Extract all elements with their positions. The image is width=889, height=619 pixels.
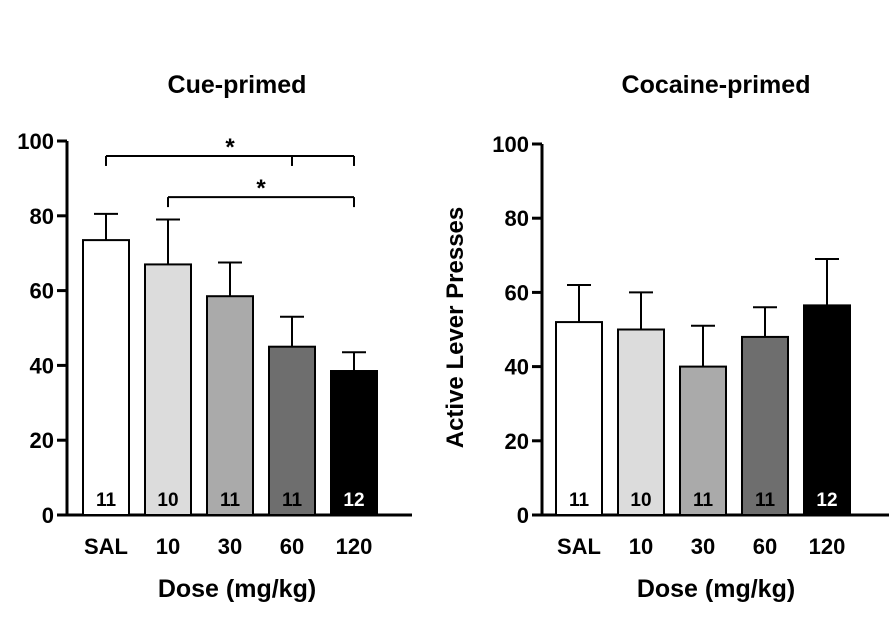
x-tick-label: 30 xyxy=(691,534,715,559)
bar xyxy=(268,345,316,517)
chart-title: Cocaine-primed xyxy=(622,71,811,99)
significance-star: * xyxy=(225,134,235,161)
bar-n-label: 11 xyxy=(569,490,590,511)
x-tick-label: 30 xyxy=(218,534,242,559)
x-tick-label: SAL xyxy=(557,534,601,559)
x-tick-label: 60 xyxy=(753,534,777,559)
x-axis-label: Dose (mg/kg) xyxy=(637,575,795,603)
bar-n-label: 11 xyxy=(220,490,241,511)
bar-n-label: 12 xyxy=(816,490,837,511)
y-tick-label: 100 xyxy=(17,129,54,154)
x-tick-label: 10 xyxy=(156,534,180,559)
bar xyxy=(82,239,130,517)
y-tick-label: 60 xyxy=(30,279,54,304)
bar-n-label: 11 xyxy=(693,490,714,511)
significance-star: * xyxy=(256,175,266,202)
bar-n-label: 11 xyxy=(282,490,303,511)
bar xyxy=(206,295,254,516)
bar xyxy=(679,365,727,516)
bar xyxy=(144,263,192,517)
bar xyxy=(555,321,603,516)
x-tick-label: 120 xyxy=(809,534,846,559)
bar xyxy=(330,370,378,517)
chart-title: Cue-primed xyxy=(168,71,307,99)
y-tick-label: 40 xyxy=(30,353,54,378)
y-tick-label: 40 xyxy=(505,355,529,380)
bar-n-label: 10 xyxy=(157,490,178,511)
bar xyxy=(803,304,851,517)
y-tick-label: 60 xyxy=(505,280,529,305)
y-tick-label: 100 xyxy=(492,132,529,157)
y-tick-label: 0 xyxy=(42,503,54,528)
y-tick-label: 80 xyxy=(30,204,54,229)
x-axis-label: Dose (mg/kg) xyxy=(158,575,316,603)
bar-n-label: 11 xyxy=(96,490,117,511)
bar xyxy=(617,328,665,516)
y-axis-label: Active Lever Presses xyxy=(442,207,469,449)
y-tick-label: 80 xyxy=(505,206,529,231)
y-tick-label: 20 xyxy=(30,428,54,453)
x-tick-label: 60 xyxy=(280,534,304,559)
y-tick-label: 20 xyxy=(505,429,529,454)
x-tick-label: SAL xyxy=(84,534,128,559)
bar xyxy=(741,335,789,517)
bar-n-label: 12 xyxy=(343,490,364,511)
x-tick-label: 10 xyxy=(629,534,653,559)
x-tick-label: 120 xyxy=(336,534,373,559)
bar-n-label: 11 xyxy=(755,490,776,511)
bar-n-label: 10 xyxy=(630,490,651,511)
y-tick-label: 0 xyxy=(517,503,529,528)
